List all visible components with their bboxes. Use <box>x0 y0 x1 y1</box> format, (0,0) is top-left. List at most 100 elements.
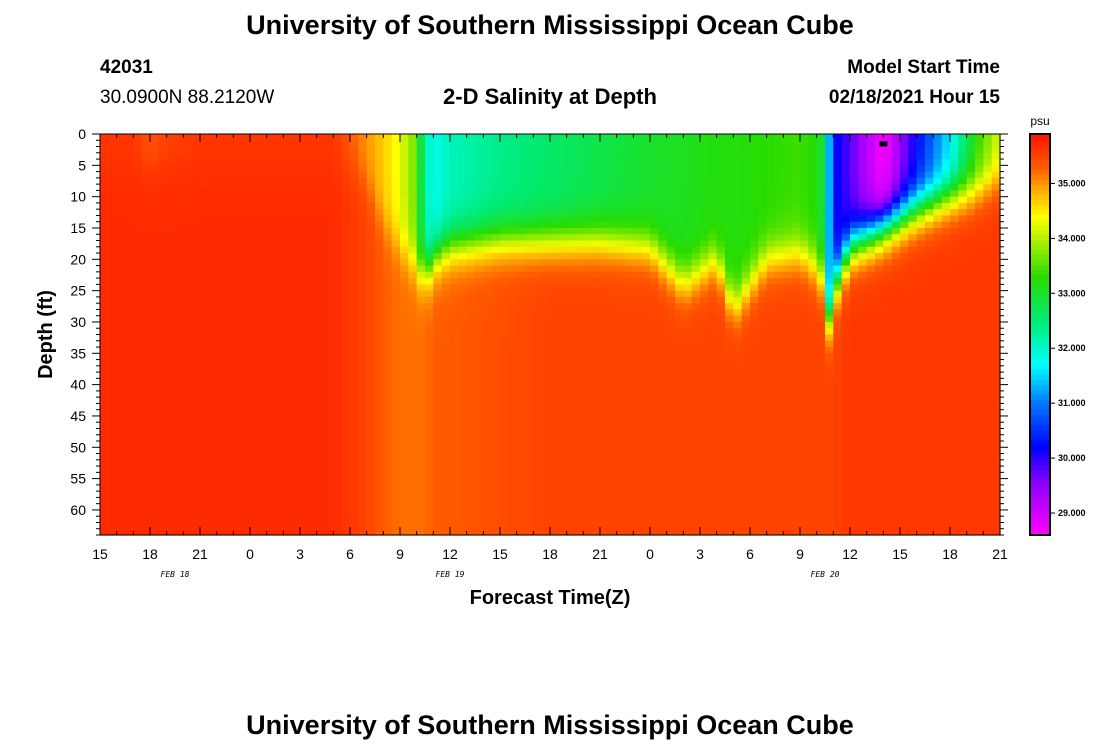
heatmap-cell <box>316 509 326 517</box>
heatmap-cell <box>733 516 743 524</box>
heatmap-cell <box>308 321 318 329</box>
heatmap-cell <box>258 227 268 235</box>
heatmap-cell <box>575 146 584 154</box>
heatmap-cell <box>591 384 601 392</box>
heatmap-cell <box>458 315 468 323</box>
heatmap-cell <box>566 491 576 499</box>
heatmap-cell <box>166 215 176 223</box>
heatmap-cell <box>216 328 226 336</box>
heatmap-cell <box>416 171 426 179</box>
heatmap-cell <box>141 478 151 486</box>
heatmap-cell <box>200 246 209 254</box>
heatmap-cell <box>483 315 493 323</box>
heatmap-cell <box>283 321 293 329</box>
heatmap-cell <box>283 372 293 379</box>
heatmap-cell <box>191 165 201 173</box>
heatmap-cell <box>141 202 151 210</box>
heatmap-cell <box>533 491 543 499</box>
heatmap-cell <box>625 165 634 173</box>
heatmap-cell <box>233 146 243 154</box>
heatmap-cell <box>291 459 301 467</box>
heatmap-cell <box>591 397 601 405</box>
heatmap-cell <box>100 378 109 386</box>
heatmap-cell <box>516 259 526 267</box>
heatmap-cell <box>200 409 209 417</box>
heatmap-cell <box>366 196 376 204</box>
heatmap-cell <box>183 434 193 442</box>
heatmap-cell <box>675 209 684 217</box>
heatmap-cell <box>383 453 393 461</box>
heatmap-cell <box>550 221 559 229</box>
heatmap-cell <box>691 459 701 467</box>
heatmap-cell <box>600 159 609 166</box>
heatmap-cell <box>141 209 151 217</box>
heatmap-cell <box>716 528 726 536</box>
heatmap-cell <box>475 390 484 398</box>
heatmap-cell <box>116 516 126 524</box>
heatmap-cell <box>708 265 718 273</box>
heatmap-cell <box>666 428 676 436</box>
heatmap-cell <box>683 202 693 210</box>
heatmap-cell <box>175 290 184 298</box>
heatmap-cell <box>241 428 251 436</box>
heatmap-cell <box>491 196 501 204</box>
heatmap-cell <box>550 152 559 160</box>
heatmap-cell <box>525 215 534 223</box>
heatmap-cell <box>408 409 418 417</box>
heatmap-cell <box>466 403 476 411</box>
heatmap-cell <box>275 428 284 436</box>
heatmap-cell <box>416 246 426 254</box>
heatmap-cell <box>608 259 618 267</box>
heatmap-cell <box>608 466 618 473</box>
heatmap-cell <box>450 165 459 173</box>
heatmap-cell <box>100 509 109 517</box>
heatmap-cell <box>291 372 301 379</box>
heatmap-cell <box>566 227 576 235</box>
heatmap-cell <box>708 347 718 354</box>
heatmap-cell <box>700 516 709 524</box>
heatmap-cell <box>658 165 668 173</box>
heatmap-cell <box>400 146 409 154</box>
heatmap-cell <box>333 466 343 473</box>
heatmap-cell <box>258 271 268 279</box>
heatmap-cell <box>508 484 518 492</box>
heatmap-cell <box>491 397 501 405</box>
heatmap-cell <box>450 246 459 254</box>
heatmap-cell <box>258 171 268 179</box>
heatmap-cell <box>550 253 559 260</box>
heatmap-cell <box>600 259 609 267</box>
heatmap-cell <box>191 190 201 198</box>
heatmap-cell <box>416 146 426 154</box>
heatmap-cell <box>500 447 509 455</box>
heatmap-cell <box>525 334 534 342</box>
heatmap-cell <box>741 171 751 179</box>
heatmap-cell <box>700 403 709 411</box>
heatmap-cell <box>258 246 268 254</box>
heatmap-cell <box>566 265 576 273</box>
heatmap-cell <box>258 303 268 311</box>
heatmap-cell <box>466 146 476 154</box>
heatmap-cell <box>541 284 551 292</box>
heatmap-cell <box>291 378 301 386</box>
heatmap-cell <box>191 409 201 417</box>
heatmap-cell <box>591 165 601 173</box>
heatmap-cell <box>358 278 368 285</box>
heatmap-cell <box>675 372 684 379</box>
heatmap-cell <box>200 390 209 398</box>
heatmap-cell <box>516 466 526 473</box>
heatmap-cell <box>250 459 259 467</box>
heatmap-cell <box>475 309 484 317</box>
heatmap-cell <box>300 309 309 317</box>
heatmap-cell <box>725 152 734 160</box>
heatmap-cell <box>441 503 451 511</box>
heatmap-cell <box>341 165 351 173</box>
heatmap-cell <box>200 428 209 436</box>
heatmap-cell <box>183 459 193 467</box>
heatmap-cell <box>175 246 184 254</box>
heatmap-cell <box>175 390 184 398</box>
heatmap-cell <box>650 227 659 235</box>
heatmap-cell <box>350 516 359 524</box>
heatmap-cell <box>558 478 568 486</box>
heatmap-cell <box>558 347 568 354</box>
heatmap-cell <box>700 271 709 279</box>
